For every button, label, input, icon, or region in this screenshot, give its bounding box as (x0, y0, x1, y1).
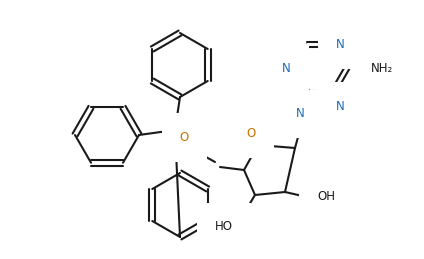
Text: O: O (180, 131, 189, 144)
Text: NH₂: NH₂ (371, 61, 393, 75)
Text: N: N (335, 38, 344, 51)
Text: N: N (335, 100, 344, 113)
Text: N: N (296, 107, 304, 120)
Text: HO: HO (215, 220, 233, 234)
Text: OH: OH (317, 191, 335, 204)
Text: O: O (247, 127, 256, 140)
Text: N: N (282, 61, 291, 75)
